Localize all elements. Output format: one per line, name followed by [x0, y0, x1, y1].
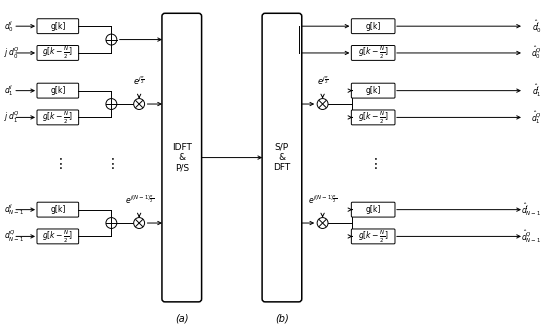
Text: g[k]: g[k] — [366, 86, 381, 95]
Text: $d_{N-1}^I$: $d_{N-1}^I$ — [4, 202, 25, 217]
Text: $g[k-\frac{N}{2}]$: $g[k-\frac{N}{2}]$ — [42, 228, 73, 244]
FancyBboxPatch shape — [37, 110, 79, 125]
FancyBboxPatch shape — [351, 202, 395, 217]
Text: g[k]: g[k] — [366, 205, 381, 214]
Text: $\vdots$: $\vdots$ — [53, 156, 62, 170]
Text: $g[k-\frac{N}{2}]$: $g[k-\frac{N}{2}]$ — [42, 45, 73, 61]
Circle shape — [106, 99, 117, 110]
Text: $j\,d_0^Q$: $j\,d_0^Q$ — [4, 45, 20, 61]
FancyBboxPatch shape — [37, 83, 79, 98]
FancyBboxPatch shape — [37, 202, 79, 217]
Text: $\hat{d}_0^Q$: $\hat{d}_0^Q$ — [531, 45, 542, 61]
Text: $\hat{d}_1^I$: $\hat{d}_1^I$ — [532, 82, 542, 99]
Text: (a): (a) — [175, 314, 189, 324]
Circle shape — [317, 99, 328, 110]
Circle shape — [134, 217, 145, 228]
Text: $d_1^I$: $d_1^I$ — [4, 83, 14, 98]
Text: $\hat{d}_0^I$: $\hat{d}_0^I$ — [532, 18, 542, 35]
FancyBboxPatch shape — [37, 19, 79, 34]
Text: (b): (b) — [275, 314, 289, 324]
FancyBboxPatch shape — [351, 83, 395, 98]
Text: $d_{N-1}^Q$: $d_{N-1}^Q$ — [4, 229, 25, 244]
Text: $\hat{d}_1^Q$: $\hat{d}_1^Q$ — [531, 109, 542, 126]
Text: IDFT
&
P/S: IDFT & P/S — [172, 143, 192, 172]
Text: $g[k-\frac{N}{2}]$: $g[k-\frac{N}{2}]$ — [42, 109, 73, 126]
Circle shape — [317, 217, 328, 228]
Text: $g[k-\frac{N}{2}]$: $g[k-\frac{N}{2}]$ — [358, 109, 389, 126]
Text: $g[k-\frac{N}{2}]$: $g[k-\frac{N}{2}]$ — [358, 228, 389, 244]
Text: $e^{j\frac{\pi}{2}}$: $e^{j\frac{\pi}{2}}$ — [317, 74, 328, 87]
Text: S/P
&
DFT: S/P & DFT — [273, 143, 290, 172]
Text: $e^{j(N-1)\frac{\pi}{2}}$: $e^{j(N-1)\frac{\pi}{2}}$ — [308, 193, 337, 206]
Text: $\hat{d}_{N-1}^Q$: $\hat{d}_{N-1}^Q$ — [521, 228, 542, 245]
Text: g[k]: g[k] — [50, 205, 66, 214]
Text: $j\,d_1^Q$: $j\,d_1^Q$ — [4, 110, 20, 125]
Text: $e^{j(N-1)\frac{\pi}{2}}$: $e^{j(N-1)\frac{\pi}{2}}$ — [124, 193, 153, 206]
Text: $e^{j\frac{\pi}{2}}$: $e^{j\frac{\pi}{2}}$ — [133, 74, 145, 87]
FancyBboxPatch shape — [351, 19, 395, 34]
FancyBboxPatch shape — [262, 13, 302, 302]
Text: g[k]: g[k] — [50, 86, 66, 95]
Circle shape — [106, 217, 117, 228]
FancyBboxPatch shape — [37, 46, 79, 60]
Text: g[k]: g[k] — [366, 22, 381, 31]
FancyBboxPatch shape — [37, 229, 79, 244]
FancyBboxPatch shape — [162, 13, 202, 302]
FancyBboxPatch shape — [351, 46, 395, 60]
Text: $\vdots$: $\vdots$ — [368, 156, 378, 170]
Text: $\vdots$: $\vdots$ — [105, 156, 114, 170]
Text: $g[k-\frac{N}{2}]$: $g[k-\frac{N}{2}]$ — [358, 45, 389, 61]
Text: $d_0^I$: $d_0^I$ — [4, 19, 14, 34]
Text: g[k]: g[k] — [50, 22, 66, 31]
FancyBboxPatch shape — [351, 229, 395, 244]
FancyBboxPatch shape — [351, 110, 395, 125]
Circle shape — [106, 34, 117, 45]
Circle shape — [134, 99, 145, 110]
Text: $\hat{d}_{N-1}^I$: $\hat{d}_{N-1}^I$ — [521, 201, 542, 218]
